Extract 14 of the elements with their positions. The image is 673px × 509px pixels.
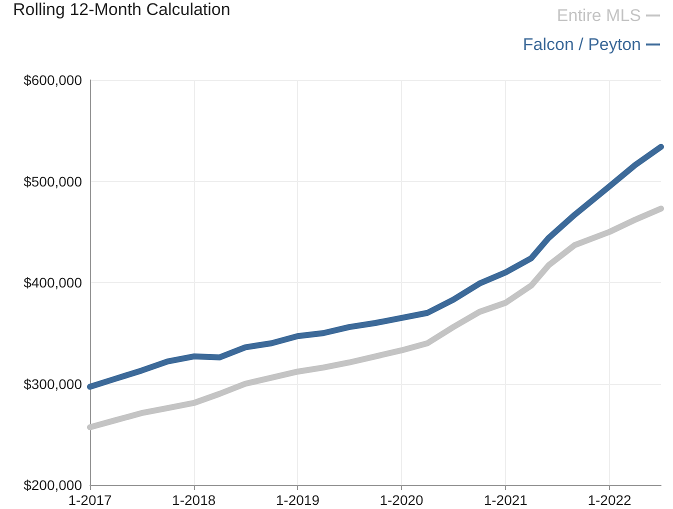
y-tick-label: $600,000 xyxy=(24,72,82,88)
y-tick-label: $500,000 xyxy=(24,173,82,190)
y-tick-label: $200,000 xyxy=(24,477,82,493)
x-tick-label: 1-2021 xyxy=(484,492,528,508)
x-tick-label: 1-2022 xyxy=(588,492,632,508)
x-tick-label: 1-2019 xyxy=(276,492,320,508)
chart-title: Rolling 12-Month Calculation xyxy=(13,0,230,19)
x-tick-label: 1-2020 xyxy=(380,492,424,508)
x-tick-label: 1-2018 xyxy=(172,492,216,508)
y-tick-label: $400,000 xyxy=(24,274,82,290)
legend-label: Entire MLS xyxy=(556,6,641,25)
x-tick-label: 1-2017 xyxy=(68,492,112,508)
y-tick-label: $300,000 xyxy=(24,376,82,392)
legend-label: Falcon / Peyton xyxy=(522,35,641,54)
